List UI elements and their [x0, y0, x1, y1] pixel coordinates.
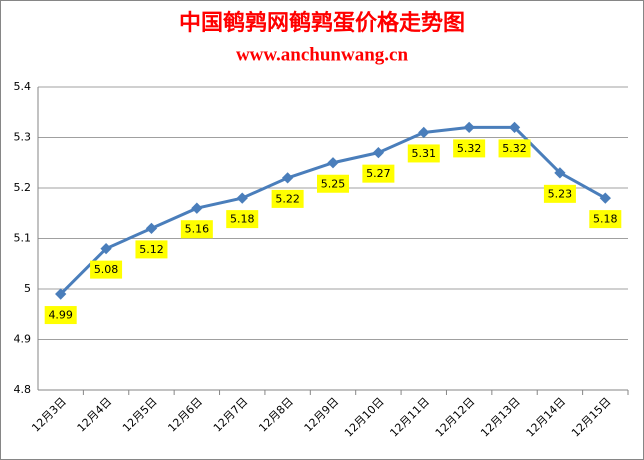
data-label-text: 5.22: [275, 192, 300, 205]
data-label-text: 5.32: [502, 142, 527, 155]
data-label-bg: [498, 139, 531, 158]
data-label-text: 5.18: [593, 213, 618, 226]
data-label-bg: [362, 164, 395, 183]
marker: [554, 167, 566, 179]
data-label-bg: [135, 240, 168, 259]
data-label-text: 5.08: [94, 263, 119, 276]
data-label-bg: [453, 139, 486, 158]
data-label-text: 5.18: [230, 213, 255, 226]
marker: [281, 172, 294, 184]
data-label-text: 5.25: [321, 177, 346, 190]
marker: [327, 157, 339, 169]
marker: [191, 202, 203, 214]
data-label: 5.23: [543, 184, 576, 203]
y-tick-label: 5.4: [14, 80, 32, 93]
data-label: 5.18: [589, 210, 622, 229]
data-label: 4.99: [44, 306, 77, 325]
marker: [145, 222, 158, 235]
data-label: 5.32: [498, 139, 531, 158]
data-label-bg: [90, 260, 123, 279]
data-label-bg: [44, 306, 77, 325]
chart-subtitle: www.anchunwang.cn: [236, 44, 409, 65]
y-tick-label: 5.2: [14, 181, 32, 194]
y-tick-label: 5.3: [14, 131, 32, 144]
data-label: 5.16: [180, 220, 213, 239]
data-label-text: 5.16: [185, 223, 210, 236]
data-label-bg: [226, 210, 259, 229]
data-label: 5.22: [271, 189, 304, 208]
data-label: 5.32: [453, 139, 486, 158]
y-tick-label: 4.8: [14, 383, 32, 396]
data-label: 5.27: [362, 164, 395, 183]
data-label: 5.12: [135, 240, 168, 259]
data-label-text: 5.31: [412, 147, 437, 160]
y-tick-label: 5.1: [14, 232, 32, 245]
marker: [599, 192, 611, 204]
data-label-bg: [180, 220, 213, 239]
data-label: 5.08: [90, 260, 123, 279]
data-label-text: 5.27: [366, 167, 391, 180]
data-label-bg: [543, 184, 576, 203]
data-label-text: 5.12: [139, 243, 164, 256]
y-tick-label: 4.9: [14, 333, 32, 346]
marker: [418, 126, 430, 139]
data-label: 5.31: [407, 144, 440, 163]
data-label-text: 4.99: [48, 309, 73, 322]
data-label-bg: [317, 174, 349, 193]
chart-title: 中国鹌鹑网鹌鹑蛋价格走势图: [179, 10, 465, 36]
data-label-bg: [271, 189, 304, 208]
marker: [372, 146, 385, 159]
data-label-text: 5.32: [457, 142, 482, 155]
y-tick-label: 5: [24, 282, 31, 295]
data-label-bg: [589, 210, 622, 229]
data-label-bg: [407, 144, 440, 163]
marker: [236, 192, 248, 204]
data-label-text: 5.23: [548, 187, 573, 200]
data-label: 5.25: [317, 174, 349, 193]
marker: [55, 288, 67, 300]
data-label: 5.18: [226, 210, 259, 229]
